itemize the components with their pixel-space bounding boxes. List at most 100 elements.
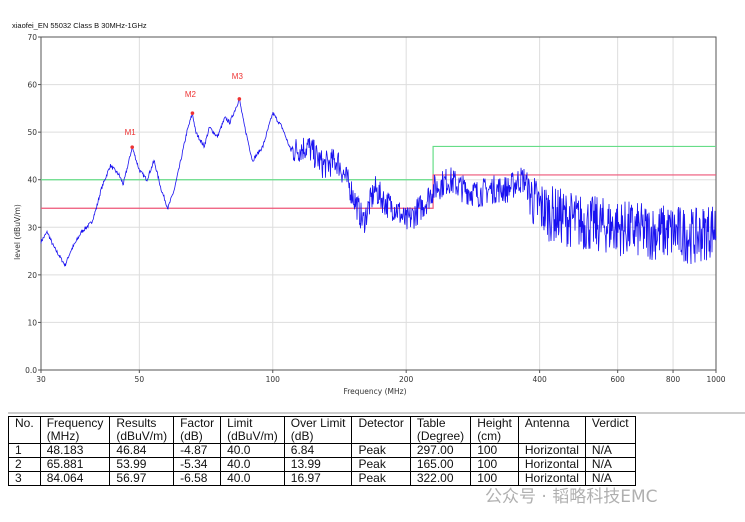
x-tick-label: 50 bbox=[135, 375, 145, 384]
x-tick-label: 200 bbox=[399, 375, 414, 384]
table-cell: 100 bbox=[470, 443, 519, 458]
header-unit: (MHz) bbox=[46, 429, 80, 443]
table-cell: 3 bbox=[8, 471, 41, 486]
column-header: Antenna bbox=[517, 416, 586, 444]
column-header: Detector bbox=[351, 416, 411, 444]
table-cell: 48.183 bbox=[39, 443, 111, 458]
table-cell: 84.064 bbox=[39, 471, 111, 486]
y-tick-label: 10 bbox=[27, 318, 37, 327]
column-header: Frequency (MHz) bbox=[39, 416, 111, 444]
header-line: Limit bbox=[227, 416, 253, 430]
table-cell: 40.0 bbox=[220, 443, 285, 458]
x-tick-label: 100 bbox=[266, 375, 281, 384]
y-tick-label: 20 bbox=[27, 271, 37, 280]
column-header: Limit (dBuV/m) bbox=[220, 416, 285, 444]
table-cell: 100 bbox=[470, 457, 519, 472]
y-tick-label: 30 bbox=[27, 223, 37, 232]
column-header: Results (dBuV/m) bbox=[109, 416, 175, 444]
marker-label: M3 bbox=[232, 72, 244, 81]
x-tick-label: 30 bbox=[36, 375, 46, 384]
divider bbox=[8, 412, 745, 414]
header-unit: (dB) bbox=[290, 429, 314, 443]
header-unit: (dB) bbox=[180, 429, 203, 443]
header-line: No. bbox=[15, 416, 34, 430]
header-unit: (Degree) bbox=[416, 429, 465, 443]
emission-chart: xiaofei_EN 55032 Class B 30MHz-1GHz M1 M2… bbox=[12, 21, 726, 396]
table-row: 3 84.064 56.97 -6.58 40.0 16.97 Peak 322.00 100 H… bbox=[8, 471, 636, 486]
table-cell: 40.0 bbox=[220, 471, 285, 486]
header-unit bbox=[525, 430, 579, 443]
table-cell: N/A bbox=[584, 443, 636, 458]
plot-frame bbox=[40, 36, 717, 371]
header-line: Height bbox=[477, 416, 512, 430]
marker-label: M1 bbox=[125, 128, 137, 137]
header-line: Detector bbox=[358, 416, 404, 430]
y-tick-label: 40 bbox=[27, 176, 37, 185]
chart-title: xiaofei_EN 55032 Class B 30MHz-1GHz bbox=[12, 21, 147, 30]
header-line: Frequency bbox=[46, 416, 104, 430]
y-tick-label: 0.0 bbox=[25, 366, 37, 375]
results-table: No. Frequency (MHz) Results (dBuV/m) Factor(… bbox=[8, 416, 636, 486]
column-header: Factor (dB) bbox=[173, 416, 222, 444]
marker-point bbox=[130, 145, 135, 149]
trace-line bbox=[40, 97, 717, 267]
table-cell: 6.84 bbox=[283, 443, 353, 458]
y-tick-label: 70 bbox=[27, 33, 37, 42]
marker-point bbox=[237, 97, 242, 101]
table-cell: 46.84 bbox=[109, 443, 175, 458]
y-tick-label: 60 bbox=[27, 81, 37, 90]
table-cell: Peak bbox=[351, 443, 411, 458]
table-row: 1 48.183 46.84 -4.87 40.0 6.84 Peak 297.00 100 Ho… bbox=[8, 443, 636, 458]
x-tick-label: 600 bbox=[611, 375, 626, 384]
column-header: Verdict bbox=[584, 416, 636, 444]
table-cell: 13.99 bbox=[283, 457, 353, 472]
header-unit: (cm) bbox=[477, 429, 502, 443]
table-cell: 56.97 bbox=[109, 471, 175, 486]
x-tick-label: 400 bbox=[532, 375, 547, 384]
header-unit bbox=[358, 430, 403, 443]
x-tick-label: 800 bbox=[666, 375, 681, 384]
table-cell: Horizontal bbox=[517, 457, 586, 472]
table-cell: 297.00 bbox=[409, 443, 472, 458]
table-cell: -6.58 bbox=[173, 471, 222, 486]
header-unit bbox=[592, 430, 629, 443]
x-tick-label: 1000 bbox=[706, 375, 725, 384]
column-header: Table (Degree) bbox=[409, 416, 472, 444]
table-cell: Peak bbox=[351, 457, 411, 472]
table-cell: Horizontal bbox=[517, 443, 586, 458]
x-axis-label: Frequency (MHz) bbox=[343, 387, 406, 396]
header-unit: (dBuV/m) bbox=[116, 429, 168, 443]
table-cell: N/A bbox=[584, 471, 636, 486]
header-unit: (dBuV/m) bbox=[227, 429, 278, 443]
watermark: 公众号 · 韬略科技EMC bbox=[485, 487, 658, 507]
table-cell: 1 bbox=[8, 443, 41, 458]
column-header: Height (cm) bbox=[470, 416, 519, 444]
table-cell: 40.0 bbox=[220, 457, 285, 472]
header-unit bbox=[15, 430, 34, 443]
header-line: Results bbox=[116, 416, 157, 430]
table-cell: 65.881 bbox=[39, 457, 111, 472]
table-cell: 165.00 bbox=[409, 457, 472, 472]
header-line: Antenna bbox=[524, 416, 570, 430]
table-cell: -4.87 bbox=[173, 443, 222, 458]
table-cell: Horizontal bbox=[517, 471, 586, 486]
column-header: Over Limit (dB) bbox=[283, 416, 353, 444]
marker-label: M2 bbox=[185, 90, 197, 99]
header-line: Table bbox=[416, 416, 446, 430]
y-tick-label: 50 bbox=[27, 128, 37, 137]
column-header: No. bbox=[8, 416, 41, 444]
table-cell: 100 bbox=[470, 471, 519, 486]
table-cell: N/A bbox=[584, 457, 636, 472]
header-line: Verdict bbox=[591, 416, 629, 430]
table-row: 2 65.881 53.99 -5.34 40.0 13.99 Peak 165.00 100 H… bbox=[8, 457, 636, 472]
header-line: Over Limit bbox=[290, 416, 346, 430]
header-line: Factor bbox=[180, 416, 215, 430]
table-cell: Peak bbox=[351, 471, 411, 486]
table-header-row: No. Frequency (MHz) Results (dBuV/m) Factor(… bbox=[8, 416, 636, 444]
y-axis-label: level (dBuV/m) bbox=[13, 204, 22, 260]
table-cell: 322.00 bbox=[409, 471, 472, 486]
table-cell: 53.99 bbox=[109, 457, 175, 472]
table-cell: -5.34 bbox=[173, 457, 222, 472]
table-cell: 2 bbox=[8, 457, 41, 472]
limit-line bbox=[41, 145, 716, 181]
